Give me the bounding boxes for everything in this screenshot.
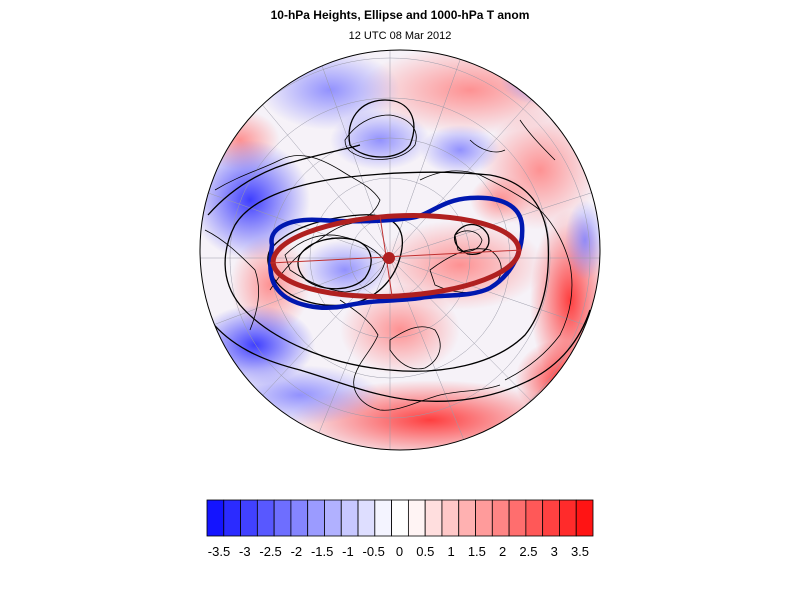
ellipse-center-marker xyxy=(383,252,395,264)
colorbar-tick-label: -2 xyxy=(291,544,303,559)
colorbar-tick-label: -0.5 xyxy=(363,544,385,559)
colorbar-tick-label: 1.5 xyxy=(468,544,486,559)
colorbar-swatch xyxy=(491,499,510,537)
colorbar-tick-label: -3 xyxy=(239,544,251,559)
colorbar-tick-label: 0 xyxy=(396,544,403,559)
colorbar-tick-label: 3.5 xyxy=(571,544,589,559)
globe-outline xyxy=(199,49,601,451)
colorbar-tick-label: 1 xyxy=(447,544,454,559)
colorbar-swatch xyxy=(559,499,577,537)
colorbar-tick-label: -1 xyxy=(342,544,354,559)
colorbar-swatch xyxy=(458,499,476,537)
colorbar-swatch xyxy=(273,499,292,537)
colorbar-swatch xyxy=(575,499,594,537)
polar-map xyxy=(199,49,601,451)
colorbar-swatch xyxy=(307,499,325,537)
colorbar-swatch xyxy=(290,499,309,537)
map-subtitle: 12 UTC 08 Mar 2012 xyxy=(348,30,452,42)
colorbar-tick-label: 0.5 xyxy=(416,544,434,559)
colorbar-tick-label: -1.5 xyxy=(311,544,333,559)
colorbar-swatch xyxy=(475,499,493,537)
colorbar-tick-label: -2.5 xyxy=(259,544,281,559)
colorbar-swatch xyxy=(340,499,359,537)
colorbar-swatch xyxy=(374,499,393,537)
colorbar-swatch xyxy=(206,499,225,537)
colorbar-swatch xyxy=(525,499,544,537)
colorbar-swatch xyxy=(240,499,258,537)
colorbar-swatch xyxy=(223,499,241,537)
fitted-ellipse xyxy=(269,213,523,299)
colorbar-tick-label: 2 xyxy=(499,544,506,559)
colorbar-swatch xyxy=(324,499,342,537)
colorbar-swatch xyxy=(407,499,426,537)
colorbar-tick-label: 2.5 xyxy=(519,544,537,559)
colorbar-swatch xyxy=(357,499,376,537)
colorbar-swatch xyxy=(542,499,560,537)
colorbar-swatch xyxy=(441,499,460,537)
map-title: 10-hPa Heights, Ellipse and 1000-hPa T a… xyxy=(270,8,530,22)
colorbar-swatch xyxy=(391,499,409,537)
colorbar-tick-label: 3 xyxy=(551,544,558,559)
colorbar-swatch xyxy=(424,499,443,537)
colorbar-tick-label: -3.5 xyxy=(208,544,230,559)
colorbar-swatch xyxy=(256,499,275,537)
colorbar-swatch xyxy=(508,499,527,537)
